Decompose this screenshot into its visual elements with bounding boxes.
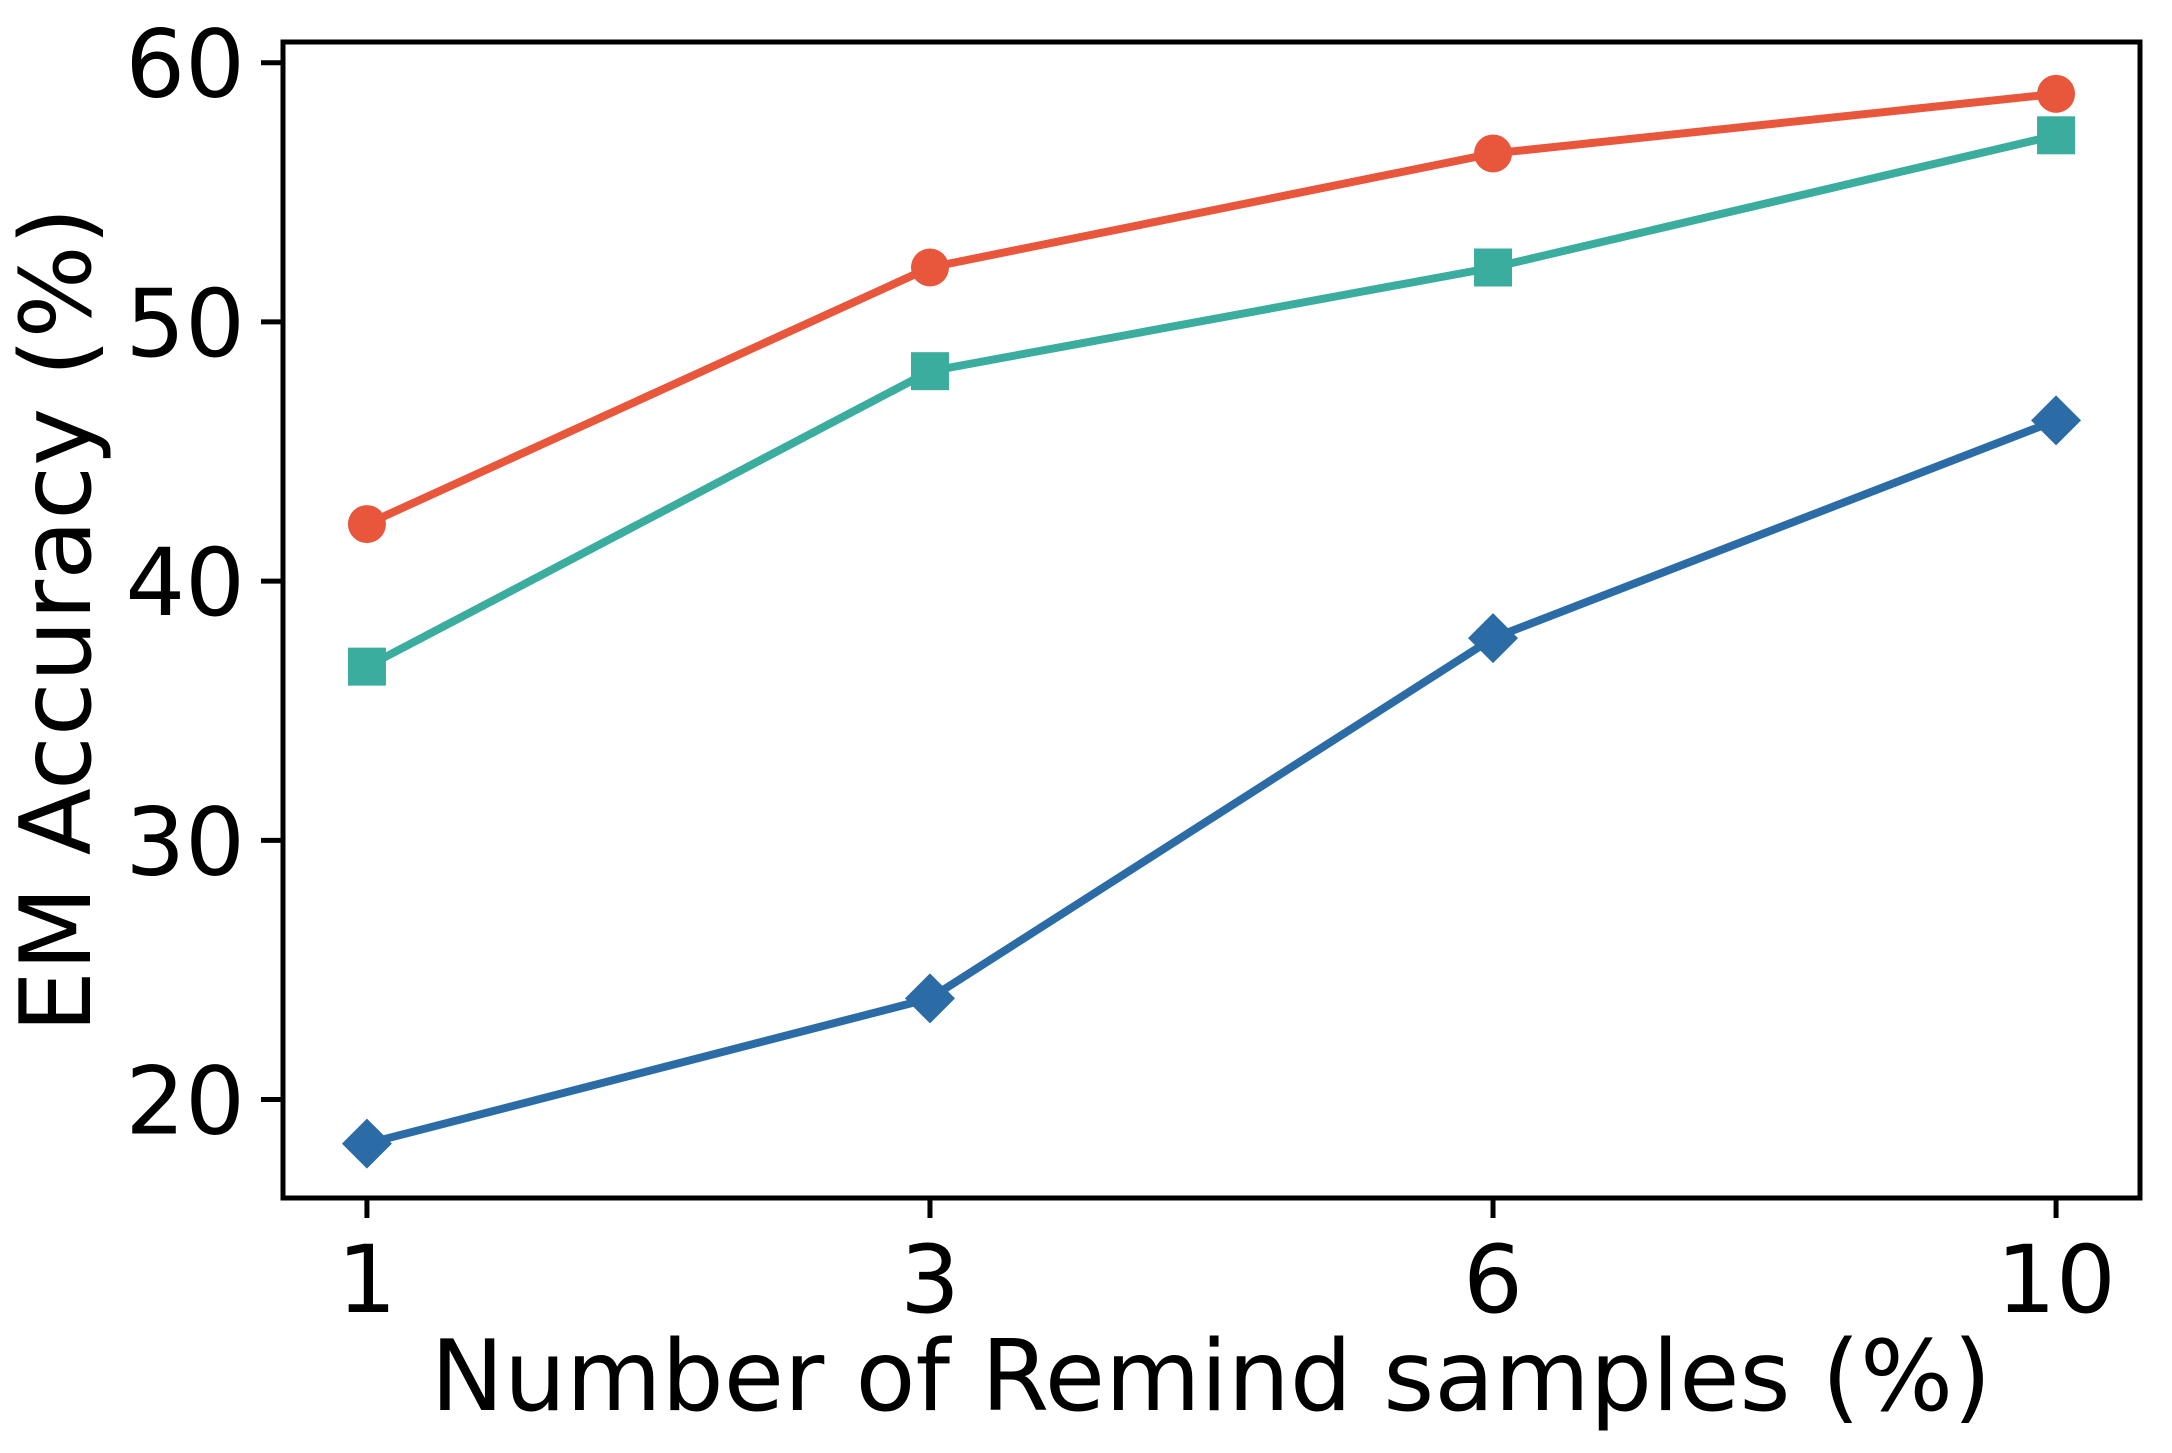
y-tick-label: 30: [125, 788, 245, 897]
x-tick-label: 10: [1996, 1226, 2116, 1335]
y-tick-label: 50: [125, 270, 245, 379]
data-point-blue-diamond-series: [2031, 395, 2082, 446]
data-point-teal-square-series: [347, 647, 386, 686]
y-tick-label: 20: [125, 1048, 245, 1157]
data-point-teal-square-series: [2037, 116, 2076, 155]
data-point-blue-diamond-series: [341, 1118, 392, 1169]
series-line-red-circle-series: [362, 89, 2061, 529]
data-point-teal-square-series: [910, 352, 949, 391]
data-point-red-circle-series: [347, 505, 386, 544]
data-point-red-circle-series: [2037, 74, 2076, 113]
x-axis-label: Number of Remind samples (%): [431, 1320, 1992, 1434]
data-point-red-circle-series: [910, 248, 949, 287]
data-point-blue-diamond-series: [1468, 613, 1519, 664]
x-tick-label: 6: [1463, 1226, 1523, 1335]
x-tick-label: 1: [337, 1226, 397, 1335]
axis-spines: [280, 39, 2143, 1201]
y-axis-label: EM Accuracy (%): [0, 207, 114, 1033]
series-line-blue-diamond-series: [362, 416, 2061, 1148]
x-tick-label: 3: [900, 1226, 960, 1335]
y-tick-label: 60: [125, 11, 245, 120]
y-tick-label: 40: [125, 529, 245, 638]
series-line-teal-square-series: [362, 131, 2061, 671]
data-point-teal-square-series: [1474, 248, 1513, 287]
data-point-red-circle-series: [1474, 134, 1513, 173]
data-point-blue-diamond-series: [904, 973, 955, 1024]
